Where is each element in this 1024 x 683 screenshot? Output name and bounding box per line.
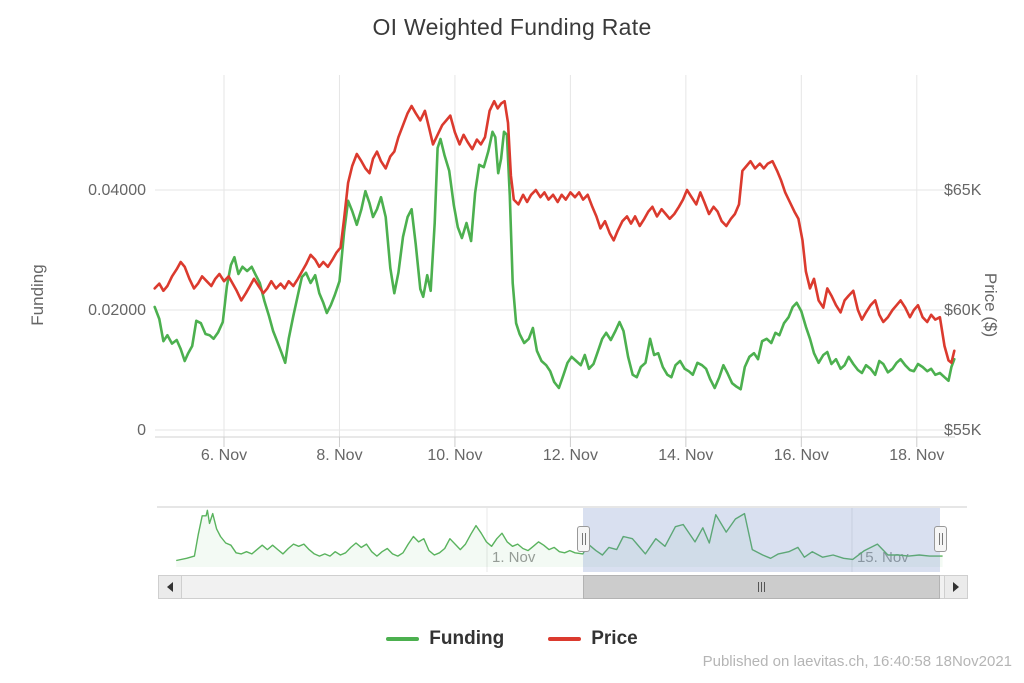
funding-axis-tick-label: 0.02000 bbox=[88, 302, 146, 319]
legend-label-price: Price bbox=[591, 628, 638, 649]
x-tick-label: 6. Nov bbox=[201, 447, 247, 464]
navigator-right-handle[interactable] bbox=[934, 526, 947, 552]
navigator-left-handle[interactable] bbox=[577, 526, 590, 552]
navigator-axis-label: 15. Nov bbox=[857, 549, 909, 566]
right-arrow-icon bbox=[953, 582, 959, 592]
funding-series-swatch bbox=[386, 637, 420, 641]
left-arrow-icon bbox=[167, 582, 173, 592]
legend-item-funding[interactable]: Funding bbox=[386, 628, 504, 650]
navigator-series-line bbox=[176, 509, 943, 562]
navigator-selected-range[interactable] bbox=[583, 508, 940, 572]
x-tick-label: 16. Nov bbox=[774, 447, 829, 464]
scrollbar-thumb[interactable] bbox=[583, 575, 940, 599]
navigator-series-area bbox=[176, 510, 943, 567]
price-axis-tick-label: $60K bbox=[944, 302, 982, 319]
publisher-watermark: Published on laevitas.ch, 16:40:58 18Nov… bbox=[702, 653, 1012, 670]
x-tick-label: 12. Nov bbox=[543, 447, 598, 464]
price-axis-tick-label: $65K bbox=[944, 182, 982, 199]
price-axis-tick-label: $55K bbox=[944, 422, 982, 439]
x-tick-label: 8. Nov bbox=[316, 447, 362, 464]
chart-title: OI Weighted Funding Rate bbox=[372, 14, 652, 40]
navigator-axis-label: 1. Nov bbox=[492, 549, 536, 566]
scrollbar-left-button[interactable] bbox=[158, 575, 182, 599]
x-tick-label: 18. Nov bbox=[889, 447, 944, 464]
x-tick-label: 14. Nov bbox=[658, 447, 713, 464]
legend: Funding Price bbox=[0, 628, 1024, 650]
funding-series-line[interactable] bbox=[153, 130, 956, 391]
funding-axis-tick-label: 0 bbox=[137, 422, 146, 439]
funding-axis-tick-label: 0.04000 bbox=[88, 182, 146, 199]
price-series-swatch bbox=[548, 637, 582, 641]
scrollbar-right-button[interactable] bbox=[944, 575, 968, 599]
price-series-line[interactable] bbox=[153, 99, 956, 365]
legend-label-funding: Funding bbox=[429, 628, 505, 649]
legend-item-price[interactable]: Price bbox=[548, 628, 638, 650]
x-tick-label: 10. Nov bbox=[427, 447, 482, 464]
